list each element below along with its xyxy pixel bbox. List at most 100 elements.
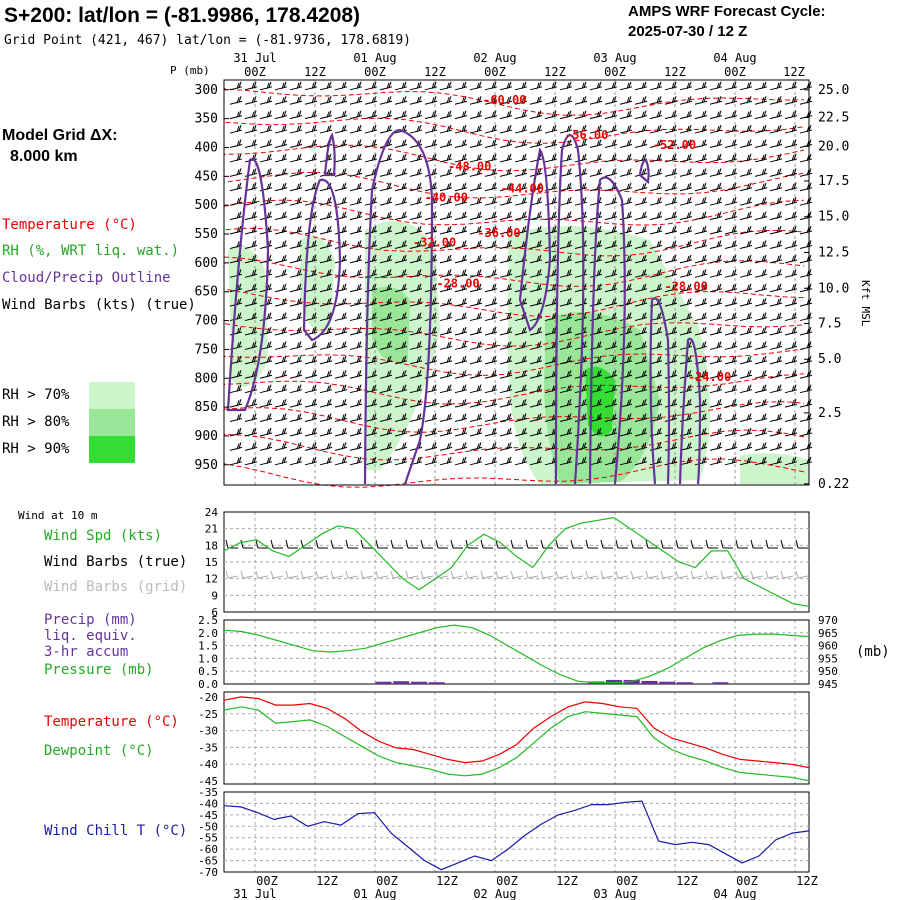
wind-barb (559, 81, 573, 91)
rh-legend-swatch (89, 382, 135, 409)
wind-barb (679, 153, 693, 163)
wind-barb (229, 456, 243, 466)
wind-barb-grid (255, 570, 269, 579)
wind-barb (364, 240, 378, 249)
wind-barb (334, 442, 348, 451)
wind-barb (439, 326, 453, 336)
wind-barb (604, 413, 618, 423)
wind-barb (784, 370, 798, 379)
wind-barb (484, 297, 498, 307)
wind-barb (319, 254, 333, 264)
wind-barb (484, 81, 498, 91)
wind-barb (274, 182, 288, 192)
wind-barb (694, 197, 708, 206)
wind-barb (469, 96, 483, 105)
wind-barb (769, 124, 783, 134)
wind-barb (424, 124, 438, 134)
wind-barb (379, 254, 393, 264)
wind-barb (394, 197, 408, 206)
wind-barb (514, 197, 528, 206)
wind-barb (379, 370, 393, 379)
windchill-tick-label: -65 (198, 855, 218, 868)
cloud-outline (323, 132, 336, 177)
wind-barb (394, 225, 408, 235)
cloud-outline (302, 178, 342, 342)
wind-barb (589, 139, 603, 148)
wind-barb-grid (240, 570, 254, 579)
pressure-tick-label: 400 (195, 141, 218, 156)
wind-barb (649, 240, 663, 249)
wind-barb (379, 211, 393, 221)
wind-barb (634, 197, 648, 206)
wind-barb (454, 168, 468, 177)
wind-barb (244, 297, 258, 307)
windchill-tick-label: -55 (198, 832, 218, 845)
wind-barb (634, 124, 648, 134)
time-tick-label-top: 12Z (304, 65, 326, 79)
wind-barb (274, 96, 288, 105)
wind-barb-grid (315, 570, 329, 579)
wind-barb (259, 168, 273, 177)
wind-barb (784, 96, 798, 105)
wind-barb (709, 153, 723, 163)
wind-barb (709, 254, 723, 264)
wind-barb (799, 254, 813, 264)
wind-barb (409, 153, 423, 163)
wind-barb (709, 398, 723, 408)
wind-barb (664, 168, 678, 177)
wind-barb (799, 384, 813, 394)
wind-barb (739, 240, 753, 249)
wind-barb (694, 225, 708, 235)
wind-barb (484, 153, 498, 163)
wind-barb (334, 269, 348, 278)
wind-barb (739, 312, 753, 322)
wind-barb-grid (615, 570, 629, 579)
wind-barb (274, 456, 288, 466)
wind-barb (409, 96, 423, 105)
wind-barb (514, 413, 528, 423)
wind-barb (604, 427, 618, 437)
wind-barb (469, 211, 483, 221)
wind-barb (469, 254, 483, 264)
wind-barb (619, 139, 633, 148)
wind-barb (559, 398, 573, 408)
wind-barb (484, 442, 498, 451)
wind-barb (724, 168, 738, 177)
wind-barb (439, 384, 453, 394)
wind-barb (364, 269, 378, 278)
windchill-tick-label: -45 (198, 809, 218, 822)
wind-barb (679, 312, 693, 322)
wind-barb (754, 355, 768, 365)
wind-barb (769, 96, 783, 105)
height-tick-label: 7.5 (818, 316, 841, 331)
wind-barb (499, 110, 513, 120)
wind-barb (289, 398, 303, 408)
wind-barb (769, 240, 783, 249)
wind-barb (379, 297, 393, 307)
wind-barb (274, 168, 288, 177)
wind-barb (784, 326, 798, 336)
wind-barb (499, 456, 513, 466)
wind-barb (679, 240, 693, 249)
wind-barb (604, 355, 618, 365)
wind-barb (604, 283, 618, 293)
wind-barb (799, 240, 813, 249)
wind-barb (439, 398, 453, 408)
wind-barb-grid (450, 570, 464, 579)
wind-barb (394, 110, 408, 120)
wind-barb (409, 283, 423, 293)
height-tick-label: 5.0 (818, 352, 841, 367)
wind-barb (469, 240, 483, 249)
wind-barb (244, 96, 258, 105)
wind-barb (319, 96, 333, 105)
wind-barb (454, 283, 468, 293)
time-tick-label-top: 00Z (364, 65, 386, 79)
wind-barb (259, 442, 273, 451)
isotherm-label: -44.00 (501, 182, 544, 196)
wind-barb (334, 225, 348, 235)
isotherm-label: -36.00 (477, 226, 520, 240)
isotherm-line (223, 401, 805, 433)
height-tick-label: 25.0 (818, 83, 849, 98)
wind-barb (364, 384, 378, 394)
